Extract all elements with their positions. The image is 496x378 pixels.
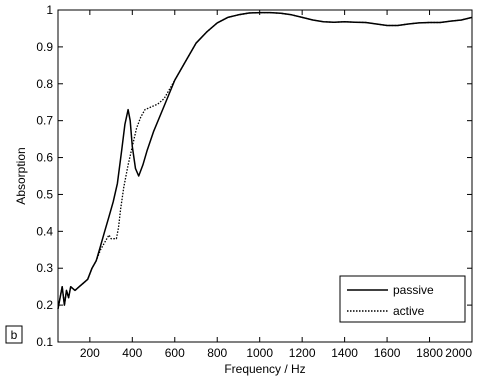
panel-label: b	[11, 328, 18, 342]
y-tick-label: 0.7	[36, 114, 53, 128]
y-tick-label: 0.5	[36, 187, 53, 201]
y-tick-labels: 0.1 0.2 0.3 0.4 0.5 0.6 0.7 0.8 0.9 1	[36, 3, 53, 349]
y-axis-label: Absorption	[14, 147, 28, 204]
y-tick-label: 1	[46, 3, 53, 17]
x-axis-label: Frequency / Hz	[224, 362, 305, 376]
plot-curves	[57, 11, 473, 309]
x-tick-label: 1000	[246, 346, 273, 360]
plot-frame	[57, 9, 473, 343]
x-tick-label: 400	[122, 346, 142, 360]
x-tick-label: 2000	[445, 346, 472, 360]
y-tick-label: 0.8	[36, 77, 53, 91]
legend-box	[339, 275, 466, 323]
series-line-passive	[57, 11, 473, 309]
x-tick-label: 1800	[416, 346, 443, 360]
legend-active-label: active	[393, 304, 425, 318]
y-tick-label: 0.6	[36, 151, 53, 165]
y-tick-label: 0.9	[36, 40, 53, 54]
x-tick-label: 200	[80, 346, 100, 360]
x-tick-labels: 200 400 600 800 1000 1200 1400 1600 1800 2000	[80, 346, 472, 360]
y-tick-label: 0.2	[36, 298, 53, 312]
y-tick-label: 0.3	[36, 261, 53, 275]
legend: passive active	[339, 275, 466, 323]
legend-passive-label: passive	[393, 283, 434, 297]
panel-label-box: b	[5, 325, 23, 344]
series-line-active	[57, 11, 473, 309]
x-tick-label: 1600	[374, 346, 401, 360]
x-tick-label: 1400	[331, 346, 358, 360]
x-tick-label: 800	[207, 346, 227, 360]
y-tick-label: 0.4	[36, 224, 53, 238]
y-tick-label: 0.1	[36, 335, 53, 349]
x-tick-label: 1200	[289, 346, 316, 360]
axis-ticks	[58, 9, 473, 343]
x-tick-label: 600	[165, 346, 185, 360]
